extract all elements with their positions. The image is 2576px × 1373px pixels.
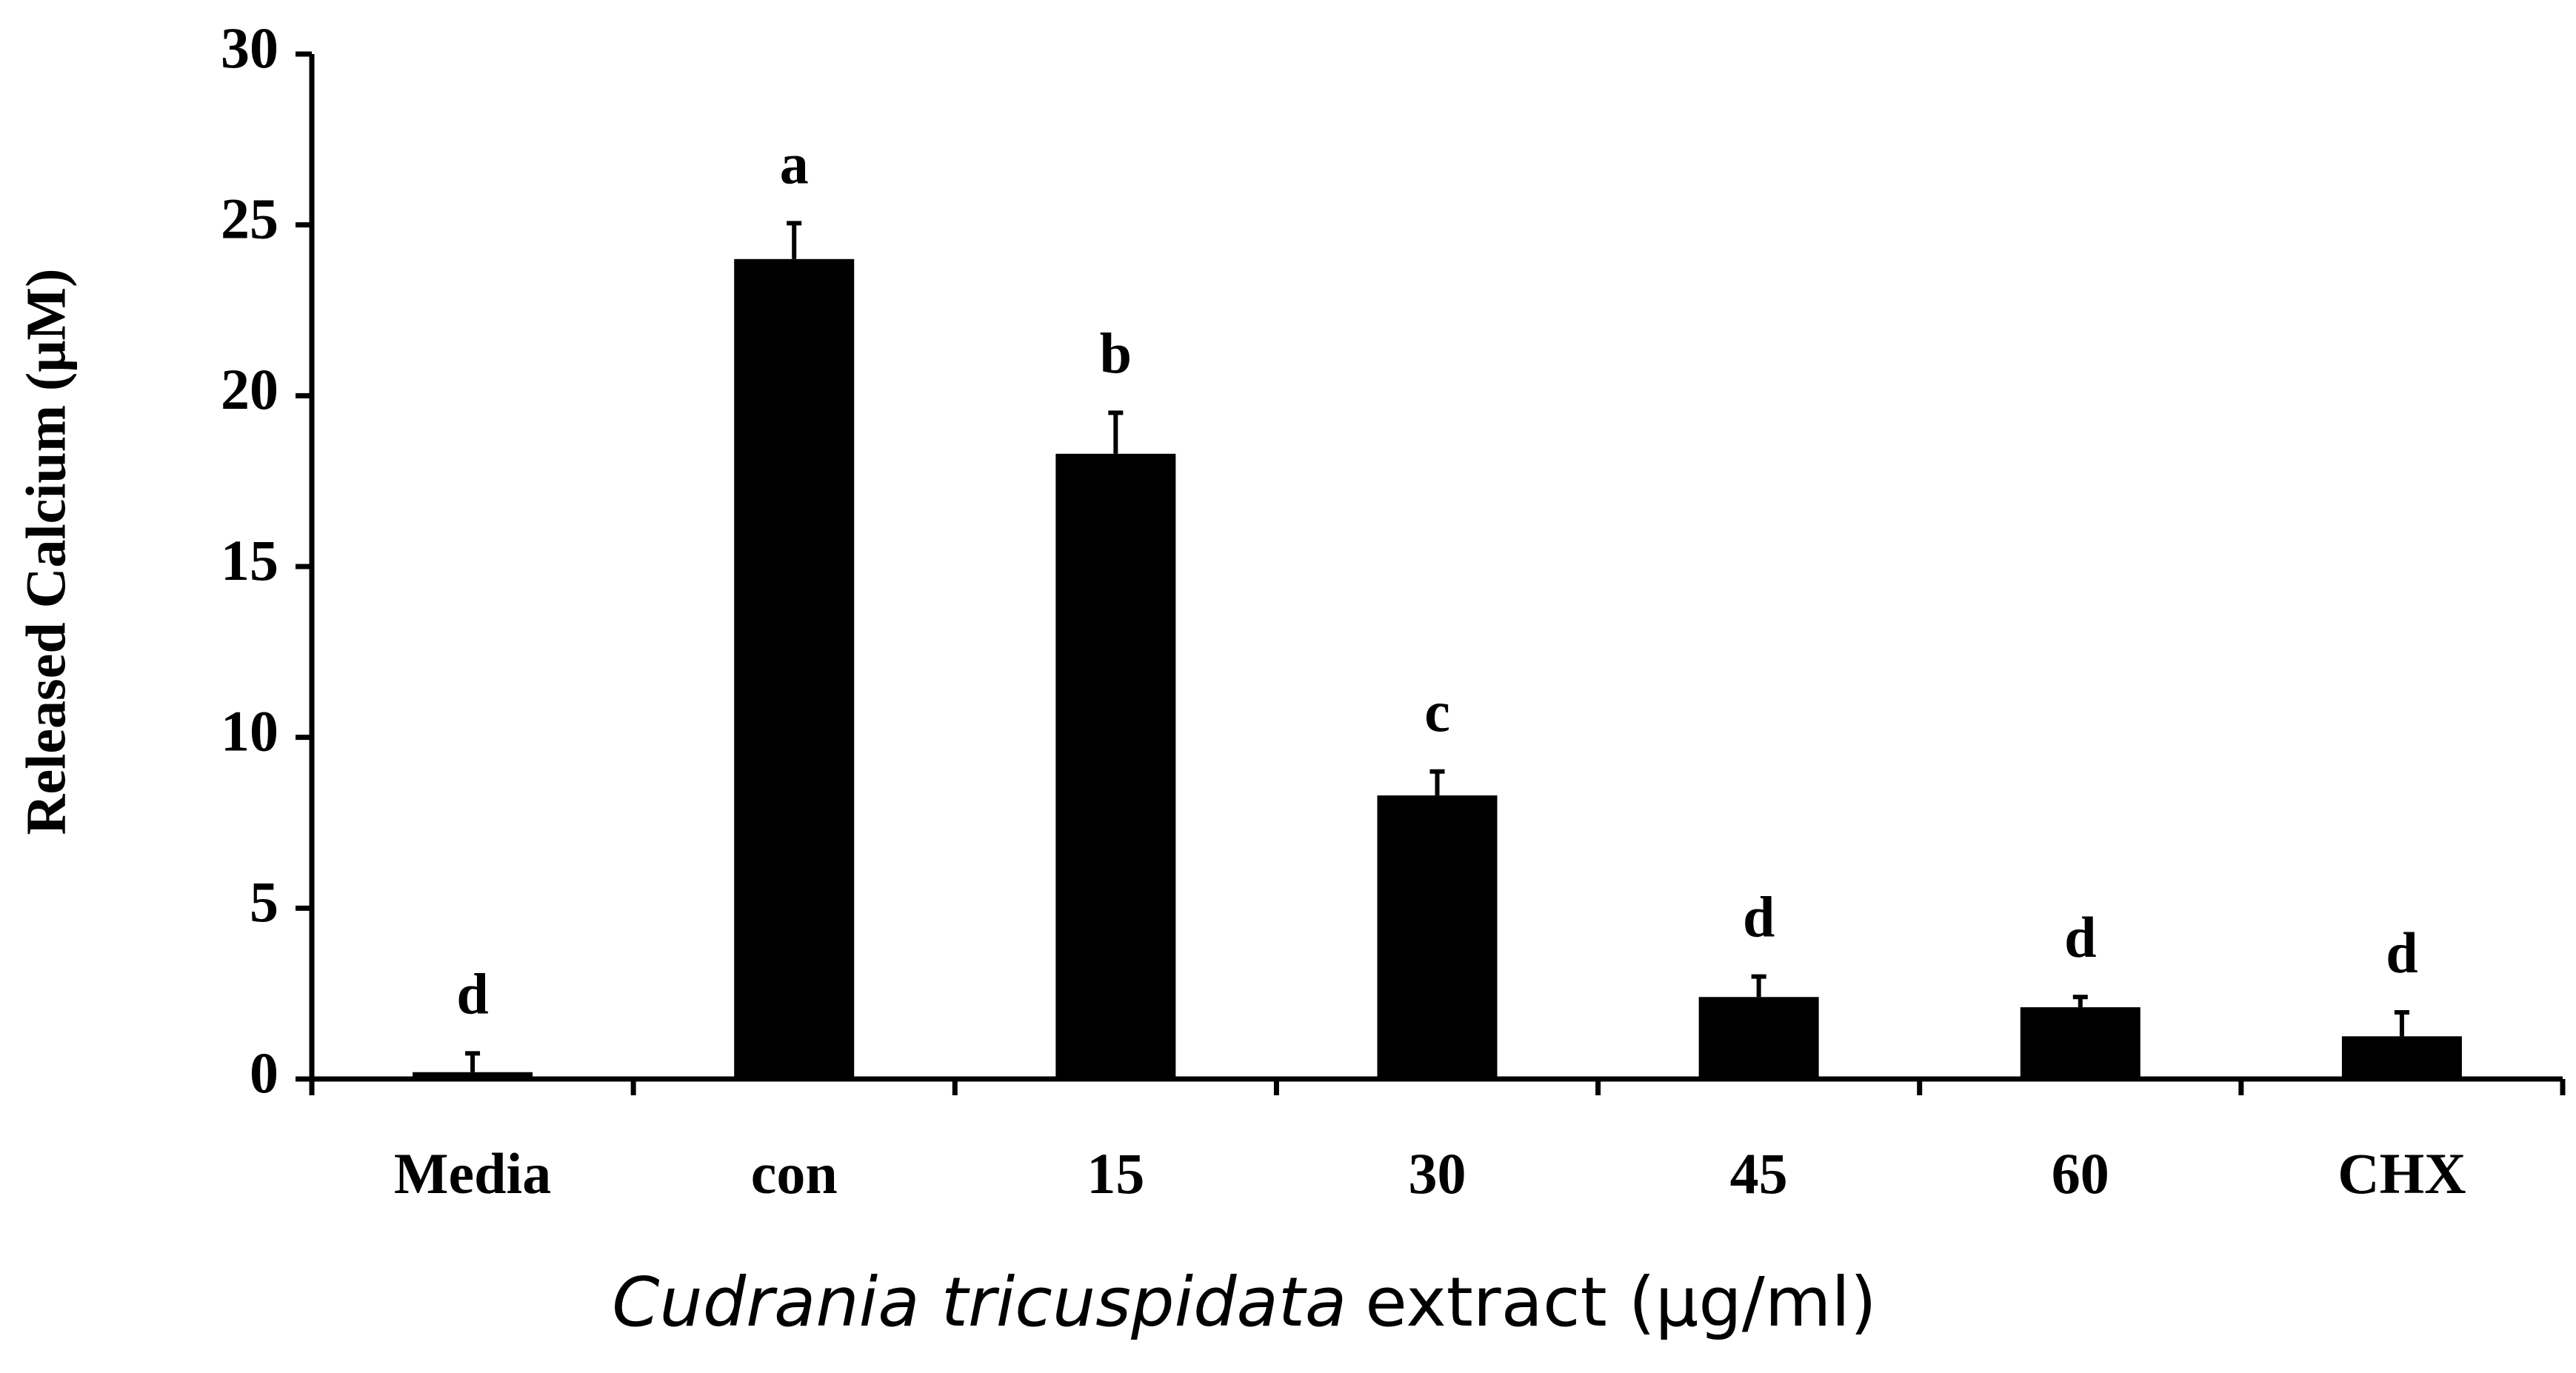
y-tick-label: 30 xyxy=(221,16,278,80)
y-tick-label: 25 xyxy=(221,187,278,251)
error-bar xyxy=(2394,1010,2409,1037)
y-tick-label: 0 xyxy=(250,1040,278,1105)
bar xyxy=(1055,453,1176,1079)
bar xyxy=(2341,1036,2462,1079)
y-tick-label: 15 xyxy=(221,528,278,592)
bar xyxy=(1698,997,1819,1079)
x-tick-label: Media xyxy=(394,1141,551,1206)
error-bar xyxy=(1751,974,1766,998)
x-tick-label: 15 xyxy=(1087,1141,1144,1206)
y-tick-label: 10 xyxy=(221,699,278,764)
error-bar xyxy=(2072,995,2088,1008)
error-bar xyxy=(465,1051,481,1072)
x-tick-label: con xyxy=(751,1141,838,1206)
significance-label: d xyxy=(456,961,488,1026)
significance-label: a xyxy=(780,131,809,196)
x-tick-label: CHX xyxy=(2338,1141,2466,1206)
x-axis-label-rest: extract (μg/ml) xyxy=(1365,1263,1877,1342)
x-tick-label: 60 xyxy=(2052,1141,2109,1206)
significance-label: d xyxy=(2386,921,2417,985)
error-bar xyxy=(1429,769,1445,796)
x-axis-label: Cudrania tricuspidata extract (μg/ml) xyxy=(612,1263,1877,1342)
significance-label: d xyxy=(2064,905,2096,969)
significance-label: b xyxy=(1100,321,1132,385)
bar xyxy=(2020,1007,2140,1079)
significance-label: c xyxy=(1424,680,1450,744)
y-tick-label: 20 xyxy=(221,357,278,421)
bar xyxy=(1377,795,1498,1079)
bar xyxy=(413,1072,533,1079)
error-bar xyxy=(1108,410,1124,454)
x-tick-label: 30 xyxy=(1409,1141,1466,1206)
significance-label: d xyxy=(1743,885,1775,949)
x-tick-label: 45 xyxy=(1730,1141,1788,1206)
y-tick-label: 5 xyxy=(250,869,278,934)
error-bar xyxy=(787,221,802,259)
y-axis-label: Released Calcium (μM) xyxy=(15,269,77,835)
bar xyxy=(734,258,855,1079)
x-axis-label-italic: Cudrania tricuspidata xyxy=(612,1263,1347,1342)
